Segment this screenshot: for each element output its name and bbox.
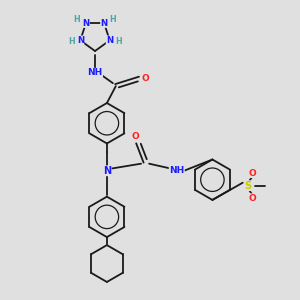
- Text: H: H: [115, 37, 122, 46]
- Text: N: N: [100, 19, 108, 28]
- Text: N: N: [77, 36, 84, 45]
- Text: O: O: [249, 194, 256, 203]
- Text: O: O: [249, 169, 256, 178]
- Text: O: O: [142, 74, 149, 83]
- Text: N: N: [103, 166, 111, 176]
- Text: N: N: [106, 36, 113, 45]
- Text: H: H: [110, 15, 116, 24]
- Text: O: O: [132, 131, 140, 140]
- Text: NH: NH: [87, 68, 103, 77]
- Text: H: H: [74, 15, 80, 24]
- Text: S: S: [244, 181, 252, 191]
- Text: N: N: [82, 19, 89, 28]
- Text: NH: NH: [169, 166, 184, 175]
- Text: H: H: [68, 37, 75, 46]
